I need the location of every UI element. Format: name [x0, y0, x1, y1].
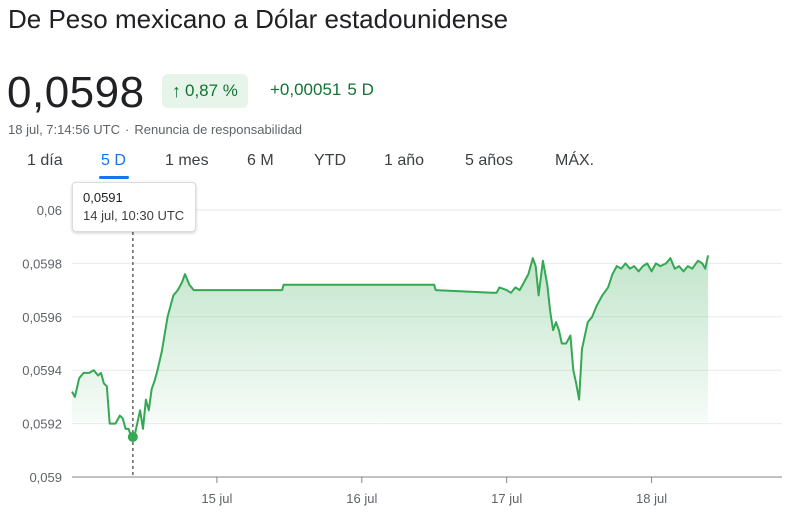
tab-ytd[interactable]: YTD [314, 152, 346, 169]
x-tick-label: 15 jul [201, 491, 232, 506]
tab-6-months[interactable]: 6 M [247, 152, 274, 169]
active-tab-indicator [99, 176, 129, 179]
price-area [72, 255, 709, 437]
y-tick-label: 0,0598 [22, 256, 62, 271]
x-tick-label: 17 jul [491, 491, 522, 506]
y-tick-label: 0,059 [29, 470, 62, 485]
current-price: 0,0598 [7, 68, 145, 117]
tab-5-years[interactable]: 5 años [465, 152, 514, 169]
y-tick-label: 0,0592 [22, 417, 62, 432]
y-tick-label: 0,0596 [22, 310, 62, 325]
tab-1-day[interactable]: 1 día [27, 152, 63, 169]
arrow-up-icon: ↑ [172, 80, 181, 101]
tab-1-month[interactable]: 1 mes [165, 152, 209, 169]
tab-1-year[interactable]: 1 año [384, 152, 425, 169]
hover-point [127, 431, 138, 442]
range-tabs: 1 día 5 D 1 mes 6 M YTD 1 año 5 años MÁX… [0, 150, 640, 180]
change-period: 5 D [347, 80, 374, 99]
change-percent: 0,87 % [185, 81, 238, 100]
meta-separator: · [125, 122, 130, 137]
tooltip-value: 0,0591 [83, 190, 123, 205]
price-timestamp: 18 jul, 7:14:56 UTC [8, 122, 121, 137]
tooltip-time: 14 jul, 10:30 UTC [83, 208, 185, 223]
price-tooltip: 0,0591 14 jul, 10:30 UTC [72, 182, 196, 232]
x-tick-label: 16 jul [346, 491, 377, 506]
page-title: De Peso mexicano a Dólar estadounidense [8, 4, 509, 34]
change-percent-badge: ↑ 0,87 % [162, 74, 248, 108]
tab-5-days[interactable]: 5 D [101, 152, 126, 169]
y-tick-label: 0,06 [37, 203, 62, 218]
price-meta: 18 jul, 7:14:56 UTC · Renuncia de responsa… [8, 122, 302, 137]
y-tick-label: 0,0594 [22, 363, 62, 378]
change-absolute-value: +0,00051 [270, 80, 342, 99]
x-tick-label: 18 jul [636, 491, 667, 506]
change-absolute: +0,00051 5 D [270, 80, 374, 100]
tab-max[interactable]: MÁX. [555, 152, 595, 169]
disclaimer-link[interactable]: Renuncia de responsabilidad [134, 122, 303, 137]
